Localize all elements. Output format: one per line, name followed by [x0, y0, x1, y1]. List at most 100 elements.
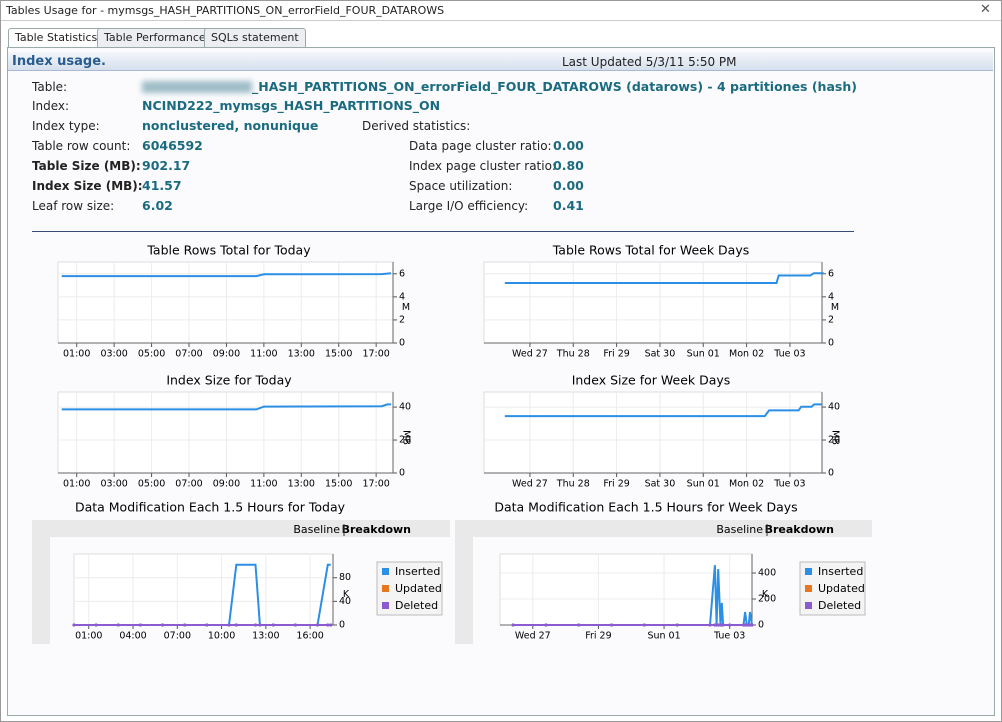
y-axis-label: MB: [401, 430, 412, 445]
y-axis-label: MB: [830, 430, 841, 445]
x-tick-label: 01:00: [63, 479, 90, 490]
field-value: _HASH_PARTITIONS_ON_errorField_FOUR_DATA…: [252, 79, 857, 94]
x-tick-label: Sat 30: [645, 349, 676, 360]
data-point: [728, 623, 732, 627]
field-value: 902.17: [142, 158, 191, 173]
x-tick-label: 15:00: [325, 479, 352, 490]
legend-swatch: [382, 568, 389, 575]
x-tick-label: Fri 29: [585, 631, 611, 642]
data-point: [708, 623, 712, 627]
field-label: Table:: [32, 80, 68, 94]
y-tick-label: 400: [758, 568, 776, 579]
y-axis-label: M: [831, 302, 839, 313]
x-tick-label: 09:00: [213, 479, 240, 490]
x-tick-label: 01:00: [63, 349, 90, 360]
data-point: [183, 623, 187, 627]
view-link: Breakdown: [765, 523, 834, 536]
data-point: [577, 623, 581, 627]
data-point: [609, 623, 614, 627]
x-tick-label: 03:00: [100, 479, 127, 490]
x-tick-label: Fri 29: [603, 349, 629, 360]
data-line: [504, 272, 824, 284]
x-tick-label: 01:00: [75, 631, 102, 642]
x-tick-label: Sun 01: [687, 349, 720, 360]
x-tick-label: 03:00: [100, 349, 127, 360]
data-point: [315, 623, 320, 627]
y-axis-label: K: [343, 589, 350, 600]
chart-title: Index Size for Today: [166, 373, 292, 388]
x-tick-label: Wed 27: [512, 349, 548, 360]
y-tick-label: 0: [399, 338, 405, 349]
legend-label: Inserted: [395, 565, 440, 578]
y-tick-label: 6: [828, 268, 834, 279]
field-value: 0.00: [553, 138, 584, 153]
plot-area: [483, 391, 823, 474]
data-point: [271, 623, 275, 627]
legend-swatch: [382, 585, 389, 592]
x-tick-label: 04:00: [119, 631, 146, 642]
x-tick-label: Wed 27: [515, 631, 551, 642]
field-label: Index type:: [32, 119, 100, 133]
legend-swatch: [805, 585, 812, 592]
data-point: [227, 623, 231, 627]
legend-swatch: [805, 568, 812, 575]
x-tick-label: 11:00: [250, 479, 277, 490]
x-tick-label: Thu 28: [556, 479, 590, 490]
x-tick-label: 16:00: [296, 631, 323, 642]
legend-swatch: [382, 602, 389, 609]
x-tick-label: 13:00: [288, 479, 315, 490]
x-tick-label: 11:00: [250, 349, 277, 360]
data-line: [504, 403, 822, 418]
separator: [32, 231, 854, 232]
field-label: Large I/O efficiency:: [409, 199, 529, 213]
x-tick-label: Tue 03: [773, 479, 805, 490]
y-tick-label: 4: [828, 291, 834, 302]
field-label: Data page cluster ratio:: [409, 139, 552, 153]
x-tick-label: 05:00: [138, 479, 165, 490]
legend-label: Deleted: [818, 599, 861, 612]
chart-title: Table Rows Total for Week Days: [552, 243, 750, 258]
plot-area: [483, 261, 823, 344]
chart-title: Table Rows Total for Today: [146, 243, 311, 258]
field-label: Table row count:: [32, 139, 131, 153]
x-tick-label: 07:00: [175, 479, 202, 490]
view-link: Baseline: [716, 523, 763, 536]
y-tick-label: 20: [399, 435, 411, 446]
y-tick-label: 40: [339, 596, 351, 607]
x-tick-label: Mon 02: [729, 479, 764, 490]
close-button[interactable]: ✕: [980, 2, 991, 17]
field-label: Index Size (MB):: [32, 179, 143, 193]
x-tick-label: 09:00: [213, 349, 240, 360]
field-label: Index page cluster ratio:: [409, 159, 556, 173]
x-tick-label: 13:00: [252, 631, 279, 642]
plot-area: [57, 391, 394, 474]
y-tick-label: 40: [828, 402, 840, 413]
field-value: 6046592: [142, 138, 203, 153]
y-tick-label: 0: [399, 468, 405, 479]
data-point: [258, 623, 262, 627]
field-value: nonclustered, nonunique: [142, 118, 319, 133]
field-value: 6.02: [142, 198, 173, 213]
field-label: Leaf row size:: [32, 199, 115, 213]
x-tick-label: Tue 03: [773, 349, 805, 360]
x-tick-label: 05:00: [138, 349, 165, 360]
window-title: Tables Usage for - mymsgs_HASH_PARTITION…: [6, 4, 445, 17]
x-tick-label: 17:00: [362, 349, 389, 360]
x-tick-label: Thu 28: [556, 349, 590, 360]
field-label: Index:: [32, 99, 70, 113]
y-axis-label: M: [402, 302, 410, 313]
y-tick-label: 200: [758, 594, 776, 605]
data-point: [116, 623, 120, 627]
legend-swatch: [805, 602, 812, 609]
legend-label: Updated: [818, 582, 865, 595]
y-tick-label: 2: [399, 314, 405, 325]
x-tick-label: Mon 02: [729, 349, 764, 360]
tab[interactable]: Table Statistics: [8, 28, 105, 48]
tab[interactable]: Table Performance: [97, 28, 213, 47]
tab[interactable]: SQLs statement: [204, 28, 306, 47]
chart-title: Index Size for Week Days: [572, 373, 731, 388]
y-tick-label: 4: [399, 291, 405, 302]
y-tick-label: 6: [399, 268, 405, 279]
